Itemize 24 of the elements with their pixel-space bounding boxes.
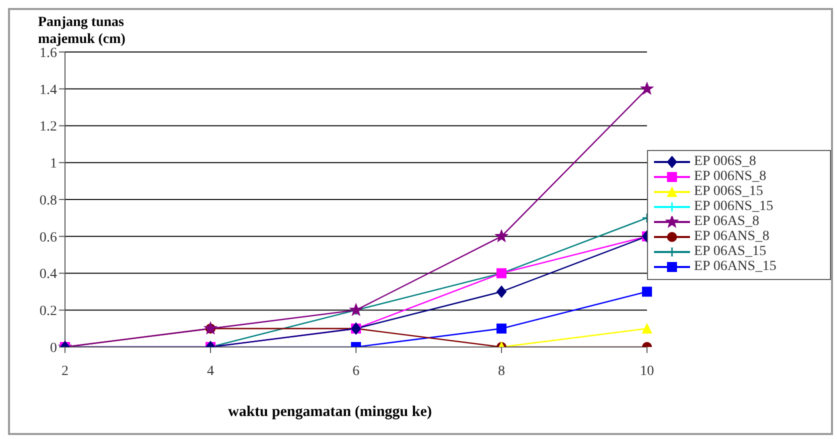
y-axis-title: Panjang tunas majemuk (cm) [38, 14, 126, 48]
legend-label: EP 006S_15 [694, 184, 764, 200]
legend-label: EP 06AS_15 [694, 244, 766, 260]
x-tick-label: 2 [62, 364, 68, 379]
legend-label: EP 006NS_8 [694, 169, 766, 185]
legend-label: EP 006S_8 [694, 154, 756, 170]
y-tick-label: 1 [50, 156, 57, 172]
x-tick-label: 10 [640, 364, 654, 379]
x-axis-title: waktu pengamatan (minggu ke) [227, 404, 433, 421]
y-tick-label: 0 [50, 340, 57, 356]
y-tick-label: 1.6 [40, 46, 57, 61]
y-tick-label: 0.2 [40, 304, 57, 320]
legend-label: EP 06AS_8 [694, 214, 760, 230]
y-tick-label: 0.4 [40, 267, 57, 282]
y-tick-label: 1.4 [40, 82, 57, 98]
y-tick-label: 0.6 [40, 230, 57, 246]
legend-label: EP 06ANS_8 [694, 229, 770, 245]
legend-label: EP 006NS_15 [694, 199, 774, 215]
x-tick-label: 8 [498, 364, 505, 379]
y-tick-label: 1.2 [40, 120, 57, 135]
legend-label: EP 06ANS_15 [694, 259, 776, 275]
x-tick-label: 4 [207, 364, 214, 379]
y-tick-label: 0.8 [40, 193, 57, 208]
x-tick-label: 6 [352, 364, 360, 379]
